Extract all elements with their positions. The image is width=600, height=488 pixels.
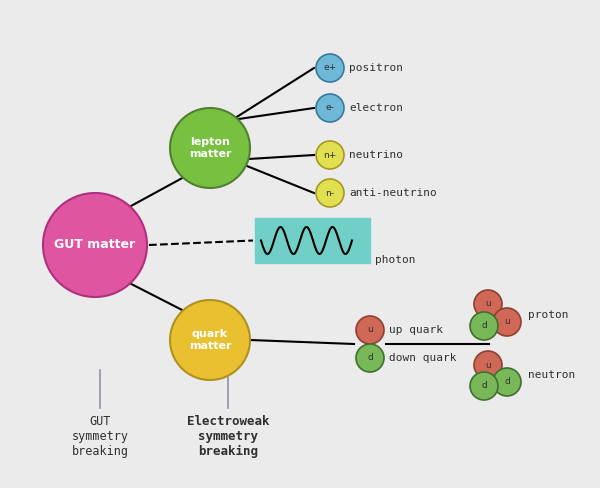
Circle shape — [470, 312, 498, 340]
Text: GUT matter: GUT matter — [55, 239, 136, 251]
Circle shape — [170, 300, 250, 380]
FancyBboxPatch shape — [255, 218, 370, 263]
Text: u: u — [485, 361, 491, 369]
Circle shape — [316, 54, 344, 82]
Text: neutrino: neutrino — [349, 150, 403, 160]
Text: photon: photon — [375, 255, 415, 265]
Text: GUT
symmetry
breaking: GUT symmetry breaking — [71, 415, 128, 458]
Circle shape — [356, 344, 384, 372]
Circle shape — [474, 290, 502, 318]
Text: electron: electron — [349, 103, 403, 113]
Circle shape — [356, 316, 384, 344]
Text: u: u — [485, 300, 491, 308]
Text: e+: e+ — [323, 63, 337, 73]
Text: u: u — [367, 325, 373, 334]
Text: d: d — [481, 322, 487, 330]
Text: down quark: down quark — [389, 353, 457, 363]
Circle shape — [316, 179, 344, 207]
Circle shape — [474, 351, 502, 379]
Circle shape — [43, 193, 147, 297]
Circle shape — [170, 108, 250, 188]
Text: Electroweak
symmetry
breaking: Electroweak symmetry breaking — [187, 415, 269, 458]
Text: positron: positron — [349, 63, 403, 73]
Text: neutron: neutron — [528, 370, 575, 380]
Circle shape — [493, 368, 521, 396]
Circle shape — [316, 94, 344, 122]
Text: anti-neutrino: anti-neutrino — [349, 188, 437, 198]
Text: n-: n- — [325, 188, 335, 198]
Text: e-: e- — [326, 103, 334, 113]
Text: d: d — [504, 378, 510, 386]
Text: u: u — [504, 318, 510, 326]
Text: n+: n+ — [323, 150, 337, 160]
Text: up quark: up quark — [389, 325, 443, 335]
Text: d: d — [481, 382, 487, 390]
Text: lepton
matter: lepton matter — [189, 137, 231, 159]
Text: proton: proton — [528, 310, 569, 320]
Circle shape — [316, 141, 344, 169]
Circle shape — [470, 372, 498, 400]
Text: quark
matter: quark matter — [189, 329, 231, 351]
Circle shape — [493, 308, 521, 336]
Text: d: d — [367, 353, 373, 363]
